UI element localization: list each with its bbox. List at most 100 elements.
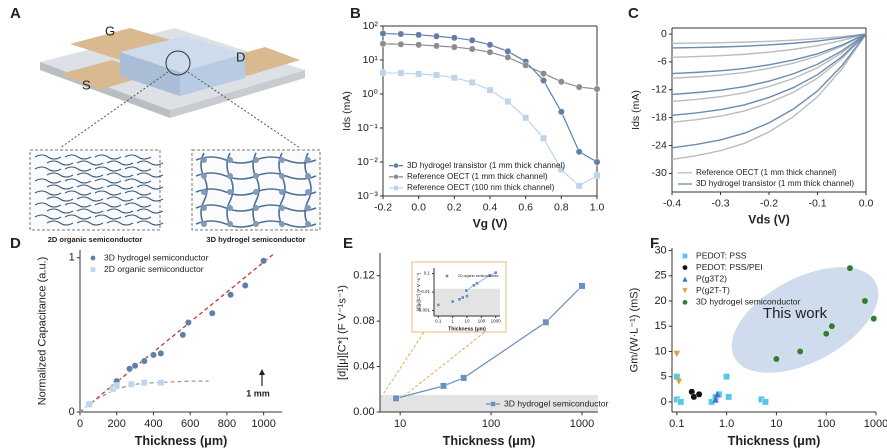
y-tick-label: 10⁰ (362, 88, 379, 100)
marker (542, 318, 550, 326)
zoom-line (187, 71, 301, 149)
x-tick-label: 100 (817, 418, 835, 430)
panel-letter: D (10, 235, 21, 252)
polymer-chain (64, 154, 92, 160)
mesh-node (279, 157, 285, 163)
legend-marker (393, 185, 399, 191)
legend-label: P(g2T-T) (696, 285, 730, 295)
polymer-chain (94, 190, 122, 196)
series-line (671, 33, 867, 49)
x-tick-label: -0.2 (760, 197, 778, 209)
y-axis-label: Ids (mA) (341, 91, 353, 131)
marker (415, 70, 423, 78)
y-tick-label: 1 (69, 252, 75, 264)
mesh-node (227, 221, 233, 227)
legend-label: 2D organic semiconductor (104, 264, 204, 274)
mesh-node (227, 157, 233, 163)
marker (131, 362, 139, 370)
y-tick-label: 10⁻² (357, 156, 378, 168)
polymer-chain (76, 184, 104, 190)
marker (379, 30, 387, 37)
marker (397, 69, 405, 77)
marker (465, 294, 469, 298)
legend-label: PEDOT: PSS/PEI (696, 262, 763, 272)
y-axis-label: [d][μ][C*] (F V⁻¹s⁻¹) (337, 285, 349, 380)
x-axis-label: Vds (V) (748, 212, 790, 226)
series-line (671, 33, 867, 117)
mesh-node (201, 221, 207, 227)
mesh-node (253, 189, 259, 195)
x-tick-label: 1.0 (719, 418, 734, 430)
x-tick-label: -0.3 (711, 197, 729, 209)
y-axis-label: Gm/(W·L⁻¹) (mS) (629, 288, 641, 373)
mesh-texture (195, 152, 317, 228)
legend-marker (90, 266, 96, 273)
marker (379, 40, 387, 48)
marker (557, 78, 565, 86)
polymer-chain (136, 208, 164, 214)
x-tick-label: 100 (482, 418, 500, 430)
marker (241, 282, 249, 289)
legend-label: 3D hydrogel semiconductor (104, 252, 209, 262)
x-tick-label: 600 (181, 418, 199, 430)
polymer-chain (46, 184, 74, 190)
series-line (671, 33, 867, 124)
y-tick-label: -30 (652, 167, 667, 179)
marker (822, 330, 830, 338)
x-tick-label: 800 (218, 418, 236, 430)
series-line (671, 33, 867, 103)
marker (675, 378, 683, 385)
marker (128, 380, 135, 388)
marker (433, 71, 440, 79)
polymer-chain (94, 178, 122, 184)
polymer-chain (136, 160, 164, 166)
x-tick-label: 0.0 (859, 197, 874, 209)
marker (392, 394, 400, 402)
marker (140, 379, 148, 387)
marker (870, 315, 878, 323)
polymer-chain (136, 172, 164, 178)
y-tick-label: -12 (652, 84, 667, 96)
mesh-node (279, 173, 285, 179)
mesh-node (279, 205, 285, 211)
y-axis-label: Ids (mA) (630, 90, 642, 130)
marker (773, 355, 780, 363)
x-tick-label: -0.2 (374, 201, 392, 213)
polymer-chain (76, 160, 104, 166)
polymer-chain (76, 220, 104, 226)
panel-letter: E (343, 235, 353, 252)
y-tick-label: 0.01 (421, 289, 430, 294)
marker (712, 396, 719, 403)
y-tick-label: 0.001 (419, 308, 431, 313)
x-axis-label: Thickness (μm) (448, 327, 486, 333)
polymer-chain (34, 166, 62, 172)
marker (113, 382, 121, 390)
guide-line (381, 319, 433, 397)
x-tick-label: 0 (77, 418, 83, 430)
mesh-node (305, 205, 311, 211)
mesh-strand (252, 152, 260, 226)
polymer-chain (124, 214, 152, 220)
x-axis-label: Thickness (μm) (443, 434, 536, 448)
series-line (671, 33, 867, 161)
series-line (671, 33, 867, 96)
legend-label: PEDOT: PSS (696, 250, 747, 260)
legend-marker (393, 162, 399, 169)
caption: 3D hydrogel semiconductor (206, 235, 305, 244)
x-axis-label: Vg (V) (473, 216, 508, 230)
marker (415, 41, 423, 49)
marker (140, 357, 148, 365)
marker (828, 322, 836, 330)
guide-line (403, 319, 501, 397)
marker (846, 264, 854, 272)
channel-side (180, 54, 245, 96)
x-tick-label: 1000 (864, 418, 887, 430)
polymer-chain (106, 208, 134, 214)
polymer-chain (64, 214, 92, 220)
polymer-chain (124, 178, 152, 184)
panel-letter: A (10, 5, 21, 22)
channel (120, 36, 245, 72)
marker (397, 30, 405, 38)
marker (126, 365, 133, 373)
marker (540, 77, 547, 84)
